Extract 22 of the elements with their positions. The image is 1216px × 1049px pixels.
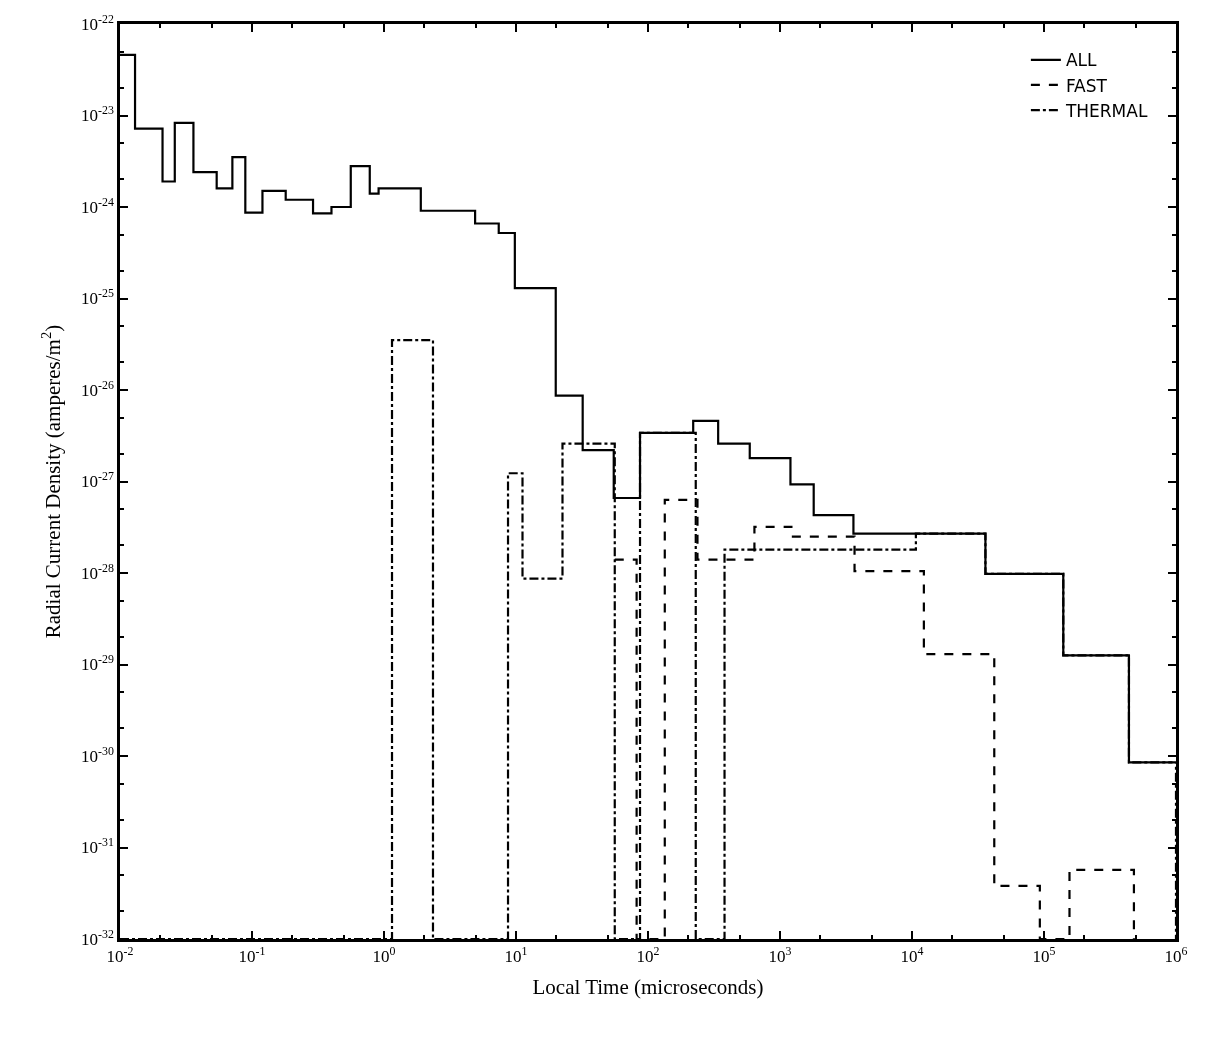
- x-tick-label: 10$^{4}$: [900, 944, 924, 967]
- x-axis-title: Local Time (microseconds): [532, 975, 764, 1000]
- legend-label: ALL: [1065, 50, 1097, 71]
- y-tick-label: 10$^{-22}$: [80, 11, 114, 34]
- x-tick-label: 10$^{3}$: [768, 944, 792, 967]
- y-tick-label: 10$^{-27}$: [80, 469, 114, 492]
- y-tick-label: 10$^{-31}$: [80, 835, 114, 858]
- x-tick-label: 10$^{2}$: [636, 944, 660, 967]
- x-tick-label: 10$^{6}$: [1164, 944, 1188, 967]
- x-tick-label: 10$^{-1}$: [238, 944, 266, 967]
- y-tick-label: 10$^{-28}$: [80, 560, 114, 583]
- x-tick-label: 10$^{0}$: [372, 944, 396, 967]
- legend-label: FAST: [1065, 75, 1108, 96]
- y-tick-label: 10$^{-25}$: [80, 286, 114, 309]
- y-tick-label: 10$^{-29}$: [80, 652, 114, 675]
- y-tick-label: 10$^{-24}$: [80, 194, 114, 217]
- y-tick-label: 10$^{-30}$: [80, 743, 114, 766]
- y-tick-label: 10$^{-23}$: [80, 103, 114, 126]
- x-tick-label: 10$^{5}$: [1032, 944, 1056, 967]
- y-tick-label: 10$^{-26}$: [80, 377, 114, 400]
- legend-label: THERMAL: [1064, 100, 1148, 121]
- x-tick-label: 10$^{1}$: [504, 944, 528, 967]
